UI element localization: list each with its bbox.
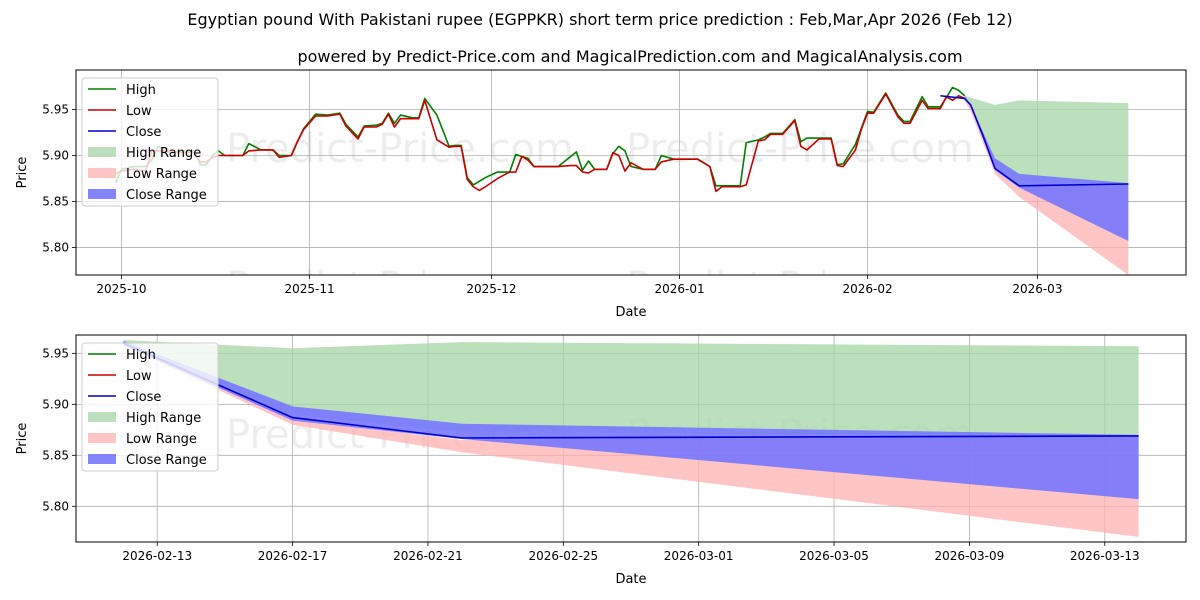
close-range-band (964, 95, 1129, 241)
y-tick-label: 5.80 (42, 240, 69, 254)
legend-label: Low (126, 104, 152, 119)
y-tick-label: 5.90 (42, 148, 69, 162)
x-tick-label: 2025-10 (96, 282, 146, 296)
x-tick-label: 2026-02-21 (393, 549, 463, 563)
x-tick-label: 2026-03-05 (799, 549, 869, 563)
close-range-band (123, 341, 1139, 500)
x-tick-label: 2025-11 (284, 282, 334, 296)
x-tick-label: 2026-01 (654, 282, 704, 296)
plot-area (114, 86, 1129, 275)
axes-frame (75, 334, 1187, 543)
chart-subtitle: powered by Predict-Price.com and Magical… (297, 47, 962, 66)
low-range-legend-swatch (88, 168, 116, 178)
y-tick-label: 5.85 (42, 194, 69, 208)
legend-label: Low Range (126, 432, 197, 447)
x-tick-label: 2026-03-01 (664, 549, 734, 563)
x-tick-label: 2026-03 (1012, 282, 1062, 296)
top-chart-panel: Predict-Price.com Predict-Price.com Predic… (15, 69, 1187, 320)
close-range-legend-swatch (88, 189, 116, 199)
x-tick-label: 2026-02-17 (258, 549, 328, 563)
x-tick-label: 2026-03-13 (1070, 549, 1140, 563)
high-range-legend-swatch (88, 412, 116, 422)
legend-label: Low Range (126, 167, 197, 182)
legend: High Low Close High Range Low Range Close Ran… (81, 342, 219, 472)
watermark-text: Predict-Price.com (626, 126, 974, 172)
watermark-text: Predict-Price.com (226, 126, 574, 172)
legend: High Low Close High Range Low Range Close Ran… (81, 77, 219, 207)
legend-label: Close Range (126, 453, 207, 468)
x-axis-label: Date (615, 305, 646, 320)
x-tick-label: 2026-03-09 (935, 549, 1005, 563)
legend-label: Close (126, 125, 161, 140)
bottom-chart-panel: Predict-Price.comPredict-Price.com2026-0… (15, 334, 1187, 587)
legend-label: High Range (126, 411, 201, 426)
x-tick-label: 2025-12 (466, 282, 516, 296)
high-range-legend-swatch (88, 147, 116, 157)
legend-label: High (126, 348, 156, 363)
low-range-legend-swatch (88, 433, 116, 443)
y-tick-label: 5.95 (42, 103, 69, 117)
x-tick-label: 2026-02-25 (528, 549, 598, 563)
legend-label: Close (126, 390, 161, 405)
low-range-band (964, 95, 1129, 275)
y-tick-label: 5.90 (42, 397, 69, 411)
low-series-line (115, 93, 965, 193)
watermark-text: Predict-Price.com (626, 264, 974, 310)
close-series-line (940, 94, 1129, 187)
chart-title: Egyptian pound With Pakistani rupee (EGP… (187, 10, 1012, 29)
legend-label: High (126, 83, 156, 98)
x-tick-label: 2026-02-13 (122, 549, 192, 563)
high-range-band (964, 95, 1129, 184)
x-tick-label: 2026-02 (842, 282, 892, 296)
legend-label: Close Range (126, 188, 207, 203)
axes-frame (75, 69, 1187, 276)
legend-label: High Range (126, 146, 201, 161)
high-range-band (123, 340, 1139, 436)
y-tick-label: 5.95 (42, 346, 69, 360)
y-axis-label: Price (15, 423, 30, 455)
y-tick-label: 5.80 (42, 499, 69, 513)
x-axis-label: Date (615, 572, 646, 587)
close-range-legend-swatch (88, 454, 116, 464)
y-tick-label: 5.85 (42, 448, 69, 462)
y-axis-label: Price (15, 157, 30, 189)
watermark-text: Predict-Price.com (226, 264, 574, 310)
legend-label: Low (126, 369, 152, 384)
